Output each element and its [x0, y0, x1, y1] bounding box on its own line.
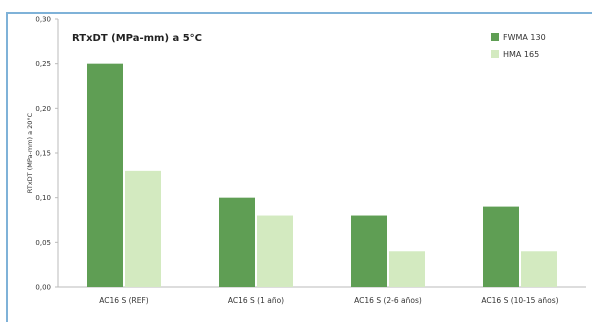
legend-label-fwma-130: FWMA 130: [503, 33, 546, 42]
y-axis-label: RTxDT (MPa-mm) a 20°C: [26, 112, 34, 193]
bar-hma-165: [125, 170, 161, 287]
x-tick-label: AC16 S (1 año): [228, 296, 284, 305]
y-tick-label: 0,25: [35, 60, 51, 68]
bar-fwma-130: [483, 206, 519, 287]
y-tick-label: 0,05: [35, 239, 51, 247]
legend-swatch-fwma-130: [491, 33, 499, 41]
x-tick-label: AC16 S (REF): [99, 296, 148, 305]
legend: FWMA 130 HMA 165: [491, 33, 546, 59]
y-tick-label: 0,10: [35, 194, 51, 202]
y-tick-label: 0,15: [35, 150, 51, 158]
bar-hma-165: [521, 251, 557, 287]
bar-hma-165: [389, 251, 425, 287]
category-labels: AC16 S (REF) AC16 S (1 año) AC16 S (2-6 añ…: [99, 296, 558, 305]
bar-fwma-130: [351, 215, 387, 287]
legend-swatch-hma-165: [491, 50, 499, 58]
x-tick-label: AC16 S (2-6 años): [354, 296, 422, 305]
bar-fwma-130: [87, 63, 123, 287]
chart-title: RTxDT (MPa-mm) a 5°C: [72, 33, 202, 44]
y-tick-label: 0,20: [35, 105, 51, 113]
y-tick-label: 0,30: [35, 16, 51, 24]
bars: [87, 63, 557, 287]
y-ticks: 0,00 0,05 0,10 0,15 0,20 0,25 0,30: [35, 16, 58, 292]
bar-hma-165: [257, 215, 293, 287]
y-tick-label: 0,00: [35, 284, 51, 292]
legend-label-hma-165: HMA 165: [503, 50, 539, 59]
x-tick-label: AC16 S (10-15 años): [481, 296, 558, 305]
chart-frame: [6, 12, 592, 322]
bar-fwma-130: [219, 197, 255, 287]
